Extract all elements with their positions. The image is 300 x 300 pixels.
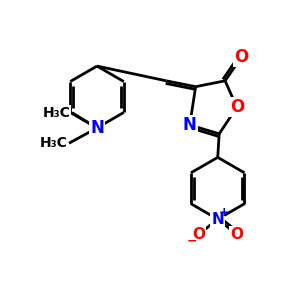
Text: O: O: [230, 98, 244, 116]
Text: O: O: [192, 227, 205, 242]
Text: N: N: [211, 212, 224, 227]
Text: N: N: [90, 119, 104, 137]
Text: O: O: [234, 48, 248, 66]
Text: H₃C: H₃C: [40, 136, 68, 150]
Text: N: N: [183, 116, 197, 134]
Text: +: +: [219, 206, 230, 219]
Text: H₃C: H₃C: [43, 106, 70, 120]
Text: −: −: [187, 235, 197, 248]
Text: O: O: [230, 227, 243, 242]
Text: H: H: [59, 106, 70, 120]
